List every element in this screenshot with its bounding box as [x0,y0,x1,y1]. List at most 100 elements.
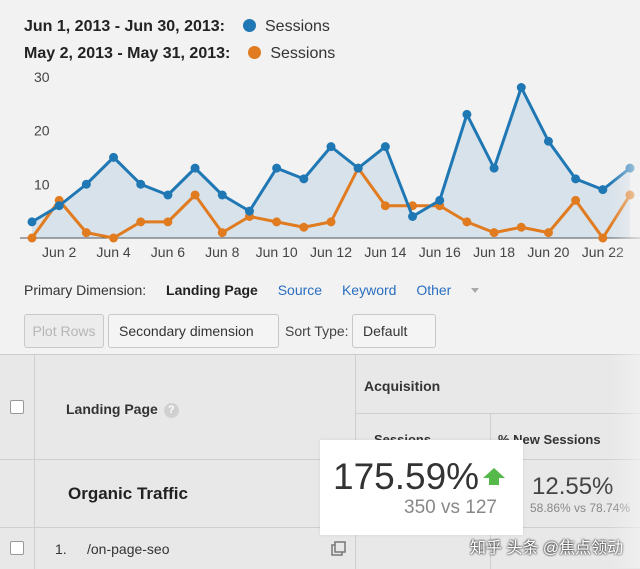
data-point-current[interactable] [380,142,390,152]
new-sessions-compare: 58.86% vs 78.74% [530,501,631,515]
secondary-dimension-label: Secondary dimension [119,323,254,339]
open-link-icon[interactable] [330,541,346,557]
series-area-current [32,87,630,238]
new-sessions-column-header[interactable]: % New Sessions [498,432,601,447]
row-landing-page-link[interactable]: /on-page-seo [87,541,170,557]
plot-rows-button[interactable]: Plot Rows [24,314,104,348]
legend-current: Jun 1, 2013 - Jun 30, 2013: Sessions [24,18,330,36]
secondary-dimension-dropdown[interactable]: Secondary dimension [108,314,279,366]
data-point-previous[interactable] [326,217,336,227]
data-point-previous[interactable] [136,217,146,227]
dimension-landing-page[interactable]: Landing Page [166,282,258,298]
data-point-previous[interactable] [380,201,390,211]
data-point-previous[interactable] [489,228,499,238]
data-point-current[interactable] [81,179,91,189]
x-tick-label: Jun 20 [527,244,569,260]
data-point-current[interactable] [299,174,309,184]
primary-dimension-label: Primary Dimension: [24,282,147,298]
table-toolbar: Plot Rows Secondary dimension Sort Type:… [0,312,640,366]
data-point-previous[interactable] [163,217,173,227]
legend-range-previous: May 2, 2013 - May 31, 2013: [24,45,231,62]
legend-previous: May 2, 2013 - May 31, 2013: Sessions [24,45,335,63]
row-checkbox[interactable] [10,541,24,555]
data-point-current[interactable] [217,190,227,200]
sort-type-value: Default [363,323,408,339]
legend-series-previous: Sessions [270,45,336,62]
y-tick-label: 30 [34,70,50,85]
x-tick-label: Jun 16 [419,244,461,260]
help-icon[interactable]: ? [163,403,179,418]
sessions-change-percent: 175.59% [333,456,480,497]
x-tick-label: Jun 14 [364,244,406,260]
y-tick-label: 20 [34,123,50,139]
data-point-current[interactable] [163,190,173,200]
data-point-current[interactable] [462,109,472,119]
y-tick-label: 10 [34,176,50,192]
dimension-other-label: Other [416,282,452,298]
acquisition-header: Acquisition [364,378,441,394]
data-point-current[interactable] [435,195,445,205]
data-point-previous[interactable] [190,190,200,200]
data-point-previous[interactable] [81,228,91,238]
sort-type-label: Sort Type: [285,323,349,339]
sessions-line-chart[interactable]: 10 20 30 Jun 2 Jun 4 Jun 6 Jun 8 Jun 10 Jun 12 Ju… [0,70,640,270]
x-tick-label: Jun 6 [151,244,185,260]
data-point-current[interactable] [190,163,200,173]
data-point-current[interactable] [244,206,254,216]
x-tick-label: Jun 22 [582,244,624,260]
sessions-compare-values: 350 vs 127 [404,497,497,518]
data-point-previous[interactable] [272,217,282,227]
data-point-current[interactable] [598,185,608,195]
select-all-checkbox[interactable] [10,400,24,414]
data-point-previous[interactable] [625,190,635,200]
x-tick-label: Jun 8 [205,244,239,260]
data-point-current[interactable] [489,163,499,173]
data-point-previous[interactable] [299,222,309,232]
dimension-keyword-link[interactable]: Keyword [341,282,397,298]
data-point-current[interactable] [571,174,581,184]
x-tick-label: Jun 10 [256,244,298,260]
primary-dimension-bar: Primary Dimension: Landing Page Source K… [24,282,511,298]
data-point-current[interactable] [408,212,418,221]
new-sessions-value: 12.55% [532,473,614,500]
data-point-previous[interactable] [109,233,119,243]
landing-page-column-header[interactable]: Landing Page? [66,401,179,418]
landing-page-header-label: Landing Page [66,401,158,417]
sort-type-dropdown[interactable]: Default [352,314,436,366]
x-tick-label: Jun 12 [310,244,352,260]
data-point-current[interactable] [516,83,526,92]
data-point-current[interactable] [326,142,336,152]
data-point-previous[interactable] [462,217,472,227]
legend-dot-previous [248,46,262,59]
group-label: Organic Traffic [68,484,188,503]
data-point-previous[interactable] [27,233,37,243]
data-point-previous[interactable] [217,228,227,238]
x-tick-label: Jun 18 [473,244,515,260]
legend-series-current: Sessions [265,18,330,35]
x-tick-label: Jun 4 [96,244,130,260]
table-divider [34,355,35,569]
data-point-current[interactable] [353,163,363,173]
data-point-current[interactable] [54,201,64,211]
chevron-down-icon [471,288,480,293]
data-point-previous[interactable] [543,228,553,238]
x-tick-label: Jun 2 [42,244,76,260]
legend-dot-current [243,19,256,32]
data-point-previous[interactable] [571,195,581,205]
dimension-source-link[interactable]: Source [277,282,323,298]
data-point-current[interactable] [109,152,119,162]
data-point-previous[interactable] [598,233,608,243]
data-point-current[interactable] [625,163,635,173]
legend-range-current: Jun 1, 2013 - Jun 30, 2013: [24,18,225,35]
row-index: 1. [55,541,67,557]
data-point-current[interactable] [136,179,146,189]
data-point-current[interactable] [27,217,37,227]
sessions-highlight-callout: 175.59% 350 vs 127 [320,440,523,535]
data-point-previous[interactable] [516,222,526,232]
dimension-other-dropdown[interactable]: Other [416,282,495,298]
data-point-current[interactable] [272,163,282,173]
table-divider [355,413,640,414]
watermark-text: 知乎 头条 @焦点领动 [470,540,624,557]
up-arrow-icon [483,468,505,478]
data-point-current[interactable] [543,136,553,146]
